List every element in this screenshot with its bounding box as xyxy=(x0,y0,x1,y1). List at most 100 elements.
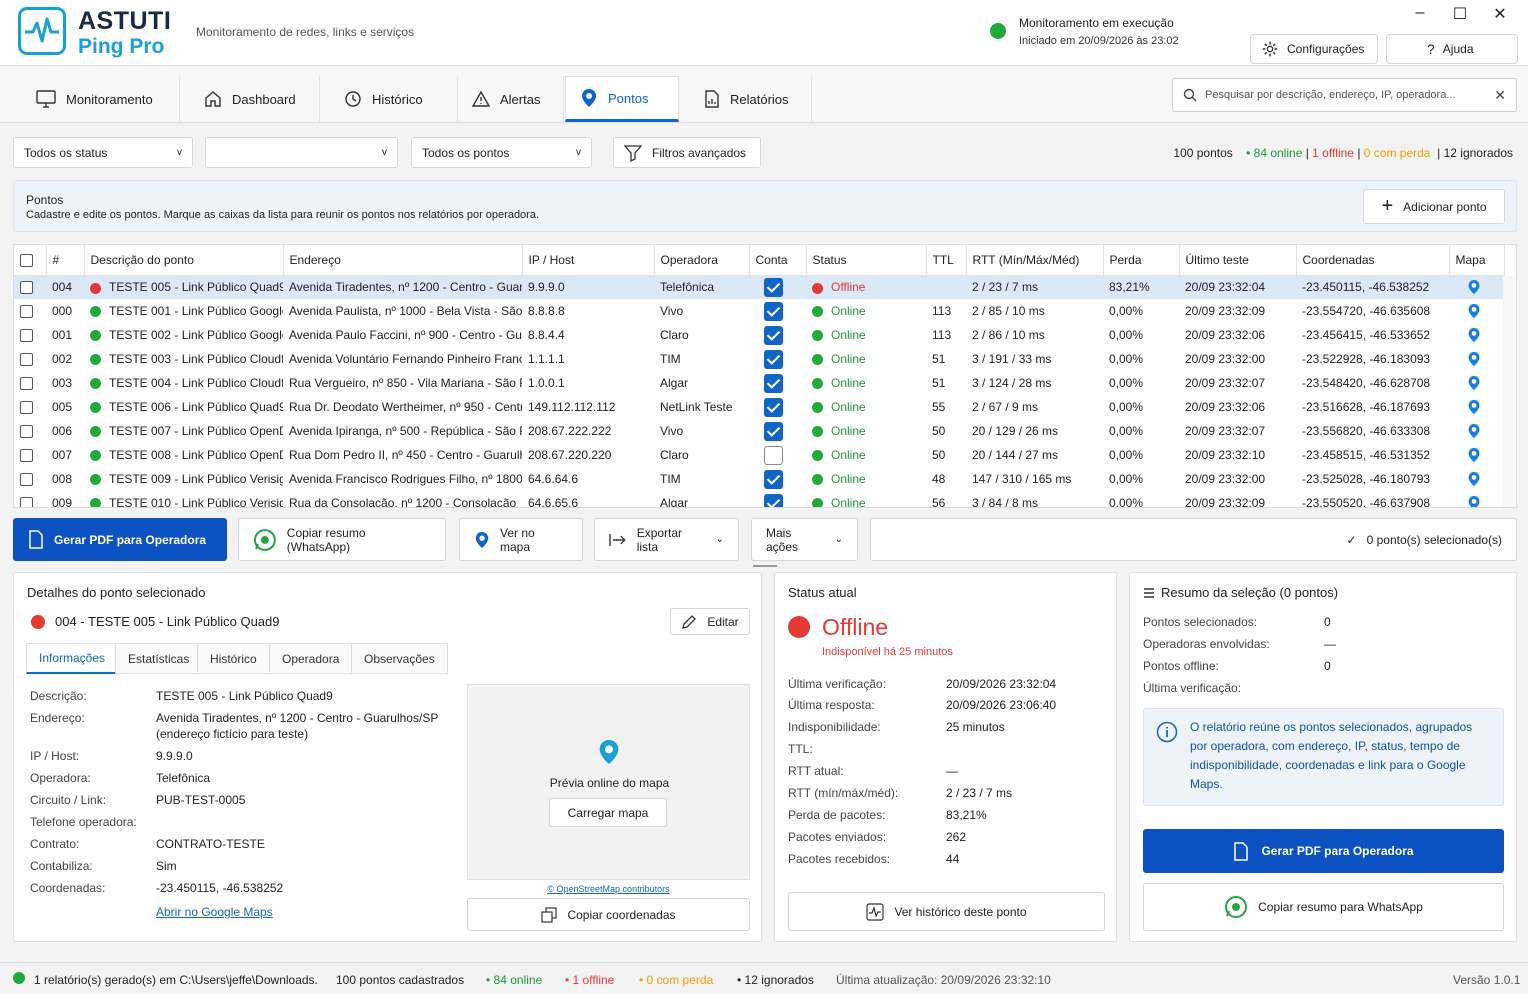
cell-conta[interactable] xyxy=(749,419,806,443)
row-select-cell[interactable] xyxy=(14,323,46,347)
view-point-history-button[interactable]: Ver histórico deste ponto xyxy=(788,892,1105,931)
subtab-historico[interactable]: Histórico xyxy=(197,643,270,674)
row-checkbox[interactable] xyxy=(20,305,33,319)
table-row[interactable]: 001 TESTE 002 - Link Público Google Avenid… xyxy=(14,323,1504,347)
search-input[interactable]: Pesquisar por descrição, endereço, IP, o… xyxy=(1172,78,1517,112)
cell-conta[interactable] xyxy=(749,371,806,395)
cell-map[interactable] xyxy=(1449,395,1504,419)
cell-map[interactable] xyxy=(1449,299,1504,323)
row-checkbox[interactable] xyxy=(20,401,33,415)
tab-monitoramento[interactable]: Monitoramento xyxy=(22,76,180,122)
subtab-estatisticas[interactable]: Estatísticas xyxy=(115,643,203,674)
table-row[interactable]: 008 TESTE 009 - Link Público Verisign Aven… xyxy=(14,467,1504,491)
table-row[interactable]: 002 TESTE 003 - Link Público Cloudflare Av… xyxy=(14,347,1504,371)
tab-relatorios[interactable]: Relatórios xyxy=(690,76,812,122)
cell-map[interactable] xyxy=(1449,347,1504,371)
google-maps-link[interactable]: Abrir no Google Maps xyxy=(156,905,273,919)
select-all-header[interactable] xyxy=(14,245,47,276)
row-checkbox[interactable] xyxy=(20,377,33,391)
column-header[interactable]: TTL xyxy=(926,245,967,276)
clear-search-icon[interactable]: ✕ xyxy=(1494,86,1506,103)
row-checkbox[interactable] xyxy=(20,449,33,463)
cell-conta[interactable] xyxy=(749,323,806,347)
conta-checkbox-checked[interactable] xyxy=(764,325,783,345)
column-header[interactable]: IP / Host xyxy=(522,245,655,276)
close-window-icon[interactable]: ✕ xyxy=(1493,6,1507,23)
column-header[interactable]: Mapa xyxy=(1449,245,1505,276)
cell-conta[interactable] xyxy=(749,347,806,371)
column-header[interactable]: Operadora xyxy=(654,245,750,276)
table-row[interactable]: 000 TESTE 001 - Link Público Google Avenid… xyxy=(14,299,1504,323)
conta-checkbox-checked[interactable] xyxy=(764,469,783,489)
row-select-cell[interactable] xyxy=(14,419,46,443)
row-select-cell[interactable] xyxy=(14,299,46,323)
subtab-informacoes[interactable]: Informações xyxy=(26,643,119,674)
cell-map[interactable] xyxy=(1449,491,1504,507)
select-all-checkbox[interactable] xyxy=(20,253,33,267)
row-select-cell[interactable] xyxy=(14,395,46,419)
settings-button[interactable]: Configurações xyxy=(1250,34,1378,64)
column-header[interactable]: RTT (Mín/Máx/Méd) xyxy=(966,245,1104,276)
table-row[interactable]: 004 TESTE 005 - Link Público Quad9 Avenida… xyxy=(14,275,1504,299)
conta-checkbox-checked[interactable] xyxy=(764,493,783,507)
conta-checkbox-checked[interactable] xyxy=(764,277,783,297)
table-row[interactable]: 009 TESTE 010 - Link Público Verisign Rua … xyxy=(14,491,1504,507)
conta-checkbox[interactable] xyxy=(764,445,783,465)
row-checkbox[interactable] xyxy=(20,497,33,507)
copy-coordinates-button[interactable]: Copiar coordenadas xyxy=(467,898,750,931)
cell-map[interactable] xyxy=(1449,467,1504,491)
table-row[interactable]: 006 TESTE 007 - Link Público OpenDNS Aveni… xyxy=(14,419,1504,443)
column-header[interactable]: # xyxy=(46,245,85,276)
tab-dashboard[interactable]: Dashboard xyxy=(190,76,320,122)
row-select-cell[interactable] xyxy=(14,443,46,467)
osm-credit-link[interactable]: © OpenStreetMap contributors xyxy=(547,884,670,894)
cell-map[interactable] xyxy=(1449,323,1504,347)
export-list-button[interactable]: Exportar lista ⌄ xyxy=(594,518,739,561)
tab-historico[interactable]: Histórico xyxy=(330,76,458,122)
row-select-cell[interactable] xyxy=(14,275,46,299)
edit-button[interactable]: Editar xyxy=(670,608,750,635)
row-select-cell[interactable] xyxy=(14,347,46,371)
subtab-operadora[interactable]: Operadora xyxy=(269,643,353,674)
cell-conta[interactable] xyxy=(749,299,806,323)
row-checkbox[interactable] xyxy=(20,353,33,367)
column-header[interactable]: Status xyxy=(806,245,927,276)
generate-pdf-button[interactable]: Gerar PDF para Operadora xyxy=(13,518,227,561)
cell-conta[interactable] xyxy=(749,467,806,491)
minimize-icon[interactable]: – xyxy=(1415,4,1425,21)
conta-checkbox-checked[interactable] xyxy=(764,397,783,417)
cell-conta[interactable] xyxy=(749,491,806,507)
operator-filter-select[interactable]: v xyxy=(205,137,398,168)
cell-conta[interactable] xyxy=(749,443,806,467)
row-checkbox[interactable] xyxy=(20,473,33,487)
conta-checkbox-checked[interactable] xyxy=(764,349,783,369)
table-row[interactable]: 003 TESTE 004 - Link Público Cloudflare Ru… xyxy=(14,371,1504,395)
view-map-button[interactable]: Ver no mapa xyxy=(459,518,583,561)
row-select-cell[interactable] xyxy=(14,371,46,395)
copy-whatsapp-button[interactable]: Copiar resumo (WhatsApp) xyxy=(238,518,446,561)
column-header[interactable]: Perda xyxy=(1103,245,1180,276)
column-header[interactable]: Último teste xyxy=(1179,245,1297,276)
cell-map[interactable] xyxy=(1449,443,1504,467)
row-checkbox[interactable] xyxy=(20,329,33,343)
tab-pontos[interactable]: Pontos xyxy=(565,76,679,122)
row-checkbox[interactable] xyxy=(20,425,33,439)
points-filter-select[interactable]: Todos os pontos v xyxy=(411,137,592,168)
conta-checkbox-checked[interactable] xyxy=(764,301,783,321)
column-header[interactable]: Conta xyxy=(749,245,807,276)
status-filter-select[interactable]: Todos os status v xyxy=(13,137,193,168)
cell-conta[interactable] xyxy=(749,275,806,299)
row-select-cell[interactable] xyxy=(14,491,46,507)
load-map-button[interactable]: Carregar mapa xyxy=(549,798,667,827)
table-scrollbar[interactable] xyxy=(1503,276,1515,507)
row-select-cell[interactable] xyxy=(14,467,46,491)
table-row[interactable]: 007 TESTE 008 - Link Público OpenDNS Rua D… xyxy=(14,443,1504,467)
maximize-icon[interactable]: ☐ xyxy=(1452,6,1468,23)
column-header[interactable]: Descrição do ponto xyxy=(84,245,284,276)
subtab-observacoes[interactable]: Observações xyxy=(351,643,448,674)
advanced-filters-button[interactable]: Filtros avançados xyxy=(613,137,761,168)
add-point-button[interactable]: + Adicionar ponto xyxy=(1363,189,1505,224)
tab-alertas[interactable]: Alertas xyxy=(458,76,564,122)
column-header[interactable]: Endereço xyxy=(283,245,523,276)
summary-copy-whatsapp-button[interactable]: Copiar resumo para WhatsApp xyxy=(1143,883,1504,931)
